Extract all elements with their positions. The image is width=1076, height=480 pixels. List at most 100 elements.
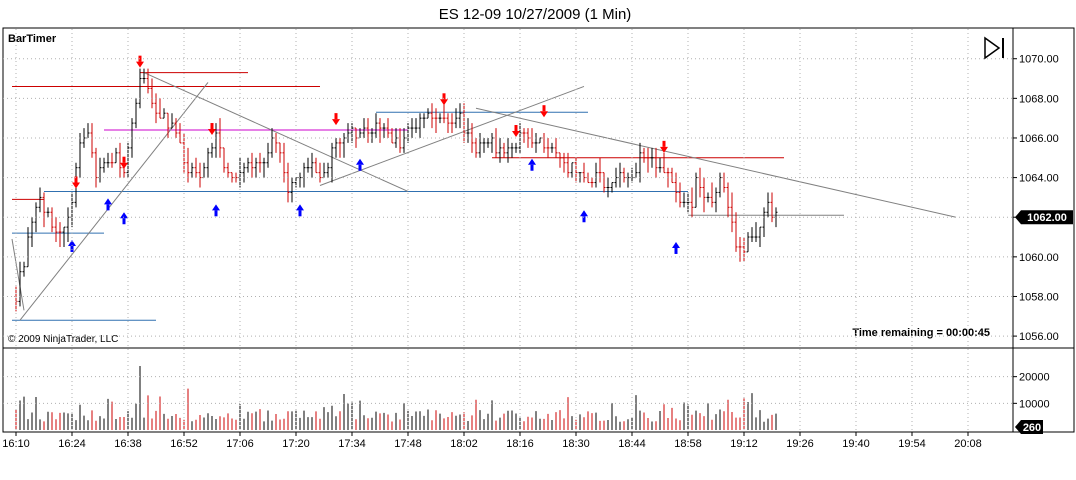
price-bar <box>698 167 702 198</box>
price-bar <box>738 237 742 262</box>
price-bar <box>18 261 22 307</box>
buy-arrow-shaft <box>70 245 74 252</box>
price-bar <box>254 157 258 178</box>
price-bar <box>606 177 610 198</box>
price-bar <box>730 192 734 233</box>
price-bar <box>594 162 598 188</box>
price-bar <box>430 103 434 129</box>
sell-arrow-shaft <box>74 176 78 183</box>
last-volume-tag: 260 <box>1015 420 1043 434</box>
price-bar <box>522 128 526 143</box>
price-bar <box>290 177 294 203</box>
price-bar <box>202 162 206 179</box>
price-bar <box>178 123 182 144</box>
price-bar <box>282 142 286 183</box>
price-bar <box>598 157 602 183</box>
price-bar <box>382 123 386 138</box>
price-bar <box>362 118 366 138</box>
buy-arrow-icon <box>528 158 536 171</box>
trendline <box>143 72 409 192</box>
buy-arrow-shaft <box>674 247 678 254</box>
price-bar <box>514 142 518 153</box>
price-bar <box>222 147 226 173</box>
sell-arrow-head <box>208 129 216 136</box>
sell-arrow-head <box>120 162 128 169</box>
time-tick-label: 19:40 <box>842 438 870 450</box>
time-tick-label: 19:54 <box>898 438 926 450</box>
price-bar <box>162 108 166 119</box>
price-bar <box>682 192 686 208</box>
price-bar <box>422 113 426 129</box>
price-bar <box>90 123 94 158</box>
price-bar <box>650 147 654 168</box>
price-tick-label: 1068.00 <box>1019 93 1059 105</box>
price-bar <box>250 152 254 178</box>
price-bar <box>214 123 218 158</box>
sell-arrow-head <box>512 131 520 138</box>
price-bar <box>322 162 326 179</box>
price-bar <box>558 152 562 168</box>
time-tick-label: 18:02 <box>450 438 478 450</box>
price-tick-label: 1064.00 <box>1019 173 1059 185</box>
time-tick-label: 18:30 <box>562 438 590 450</box>
buy-arrow-icon <box>356 158 364 171</box>
price-bar <box>22 261 26 277</box>
scroll-to-end-button[interactable] <box>982 36 1006 60</box>
time-tick-label: 16:52 <box>170 438 198 450</box>
last-price-tag: 1062.00 <box>1015 210 1073 225</box>
price-bar <box>726 182 730 218</box>
buy-arrow-head <box>672 241 680 248</box>
price-bar <box>746 232 750 253</box>
price-bar <box>450 113 454 134</box>
sell-arrow-head <box>540 111 548 118</box>
price-bar <box>66 207 70 242</box>
trendline <box>19 82 209 321</box>
price-bar <box>582 162 586 183</box>
sell-arrow-shaft <box>210 123 214 130</box>
price-bar <box>622 167 626 183</box>
price-bar <box>42 192 46 228</box>
price-bar <box>298 172 302 188</box>
price-bar <box>46 207 50 218</box>
buy-arrow-shaft <box>214 210 218 217</box>
price-bar <box>194 157 198 178</box>
price-bar <box>302 162 306 188</box>
price-bar <box>694 172 698 208</box>
price-bar <box>662 152 666 174</box>
price-bar <box>750 227 754 242</box>
price-tick-label: 1066.00 <box>1019 133 1059 145</box>
price-bar <box>346 123 350 143</box>
buy-arrow-icon <box>104 198 112 211</box>
buy-arrow-head <box>356 158 364 165</box>
price-bar <box>510 142 514 158</box>
sell-arrow-head <box>136 61 144 68</box>
price-bar <box>306 157 310 173</box>
price-bar <box>734 212 738 252</box>
price-bar <box>54 217 58 242</box>
price-tick-label: 1070.00 <box>1019 54 1059 66</box>
price-bar <box>310 152 314 178</box>
last-volume-tag-label: 260 <box>1023 422 1041 434</box>
sell-arrow-head <box>660 146 668 153</box>
time-tick-label: 18:44 <box>618 438 646 450</box>
price-bar <box>766 192 770 218</box>
price-bar <box>438 113 442 124</box>
buy-arrow-shaft <box>298 210 302 217</box>
buy-arrow-head <box>68 239 76 246</box>
price-tick-label: 1058.00 <box>1019 291 1059 303</box>
price-bar <box>334 137 338 158</box>
time-tick-label: 19:12 <box>730 438 758 450</box>
price-bar <box>454 108 458 129</box>
sell-arrow-icon <box>136 55 144 68</box>
price-layer <box>11 55 957 321</box>
sell-arrow-icon <box>512 125 520 138</box>
price-bar <box>94 147 98 188</box>
price-bar <box>174 118 178 138</box>
price-bar <box>706 192 710 203</box>
time-tick-label: 18:16 <box>506 438 534 450</box>
price-bar <box>718 172 722 198</box>
sell-arrow-shaft <box>334 113 338 120</box>
price-bar <box>498 137 502 163</box>
price-bar <box>618 162 622 188</box>
buy-arrow-head <box>528 158 536 165</box>
